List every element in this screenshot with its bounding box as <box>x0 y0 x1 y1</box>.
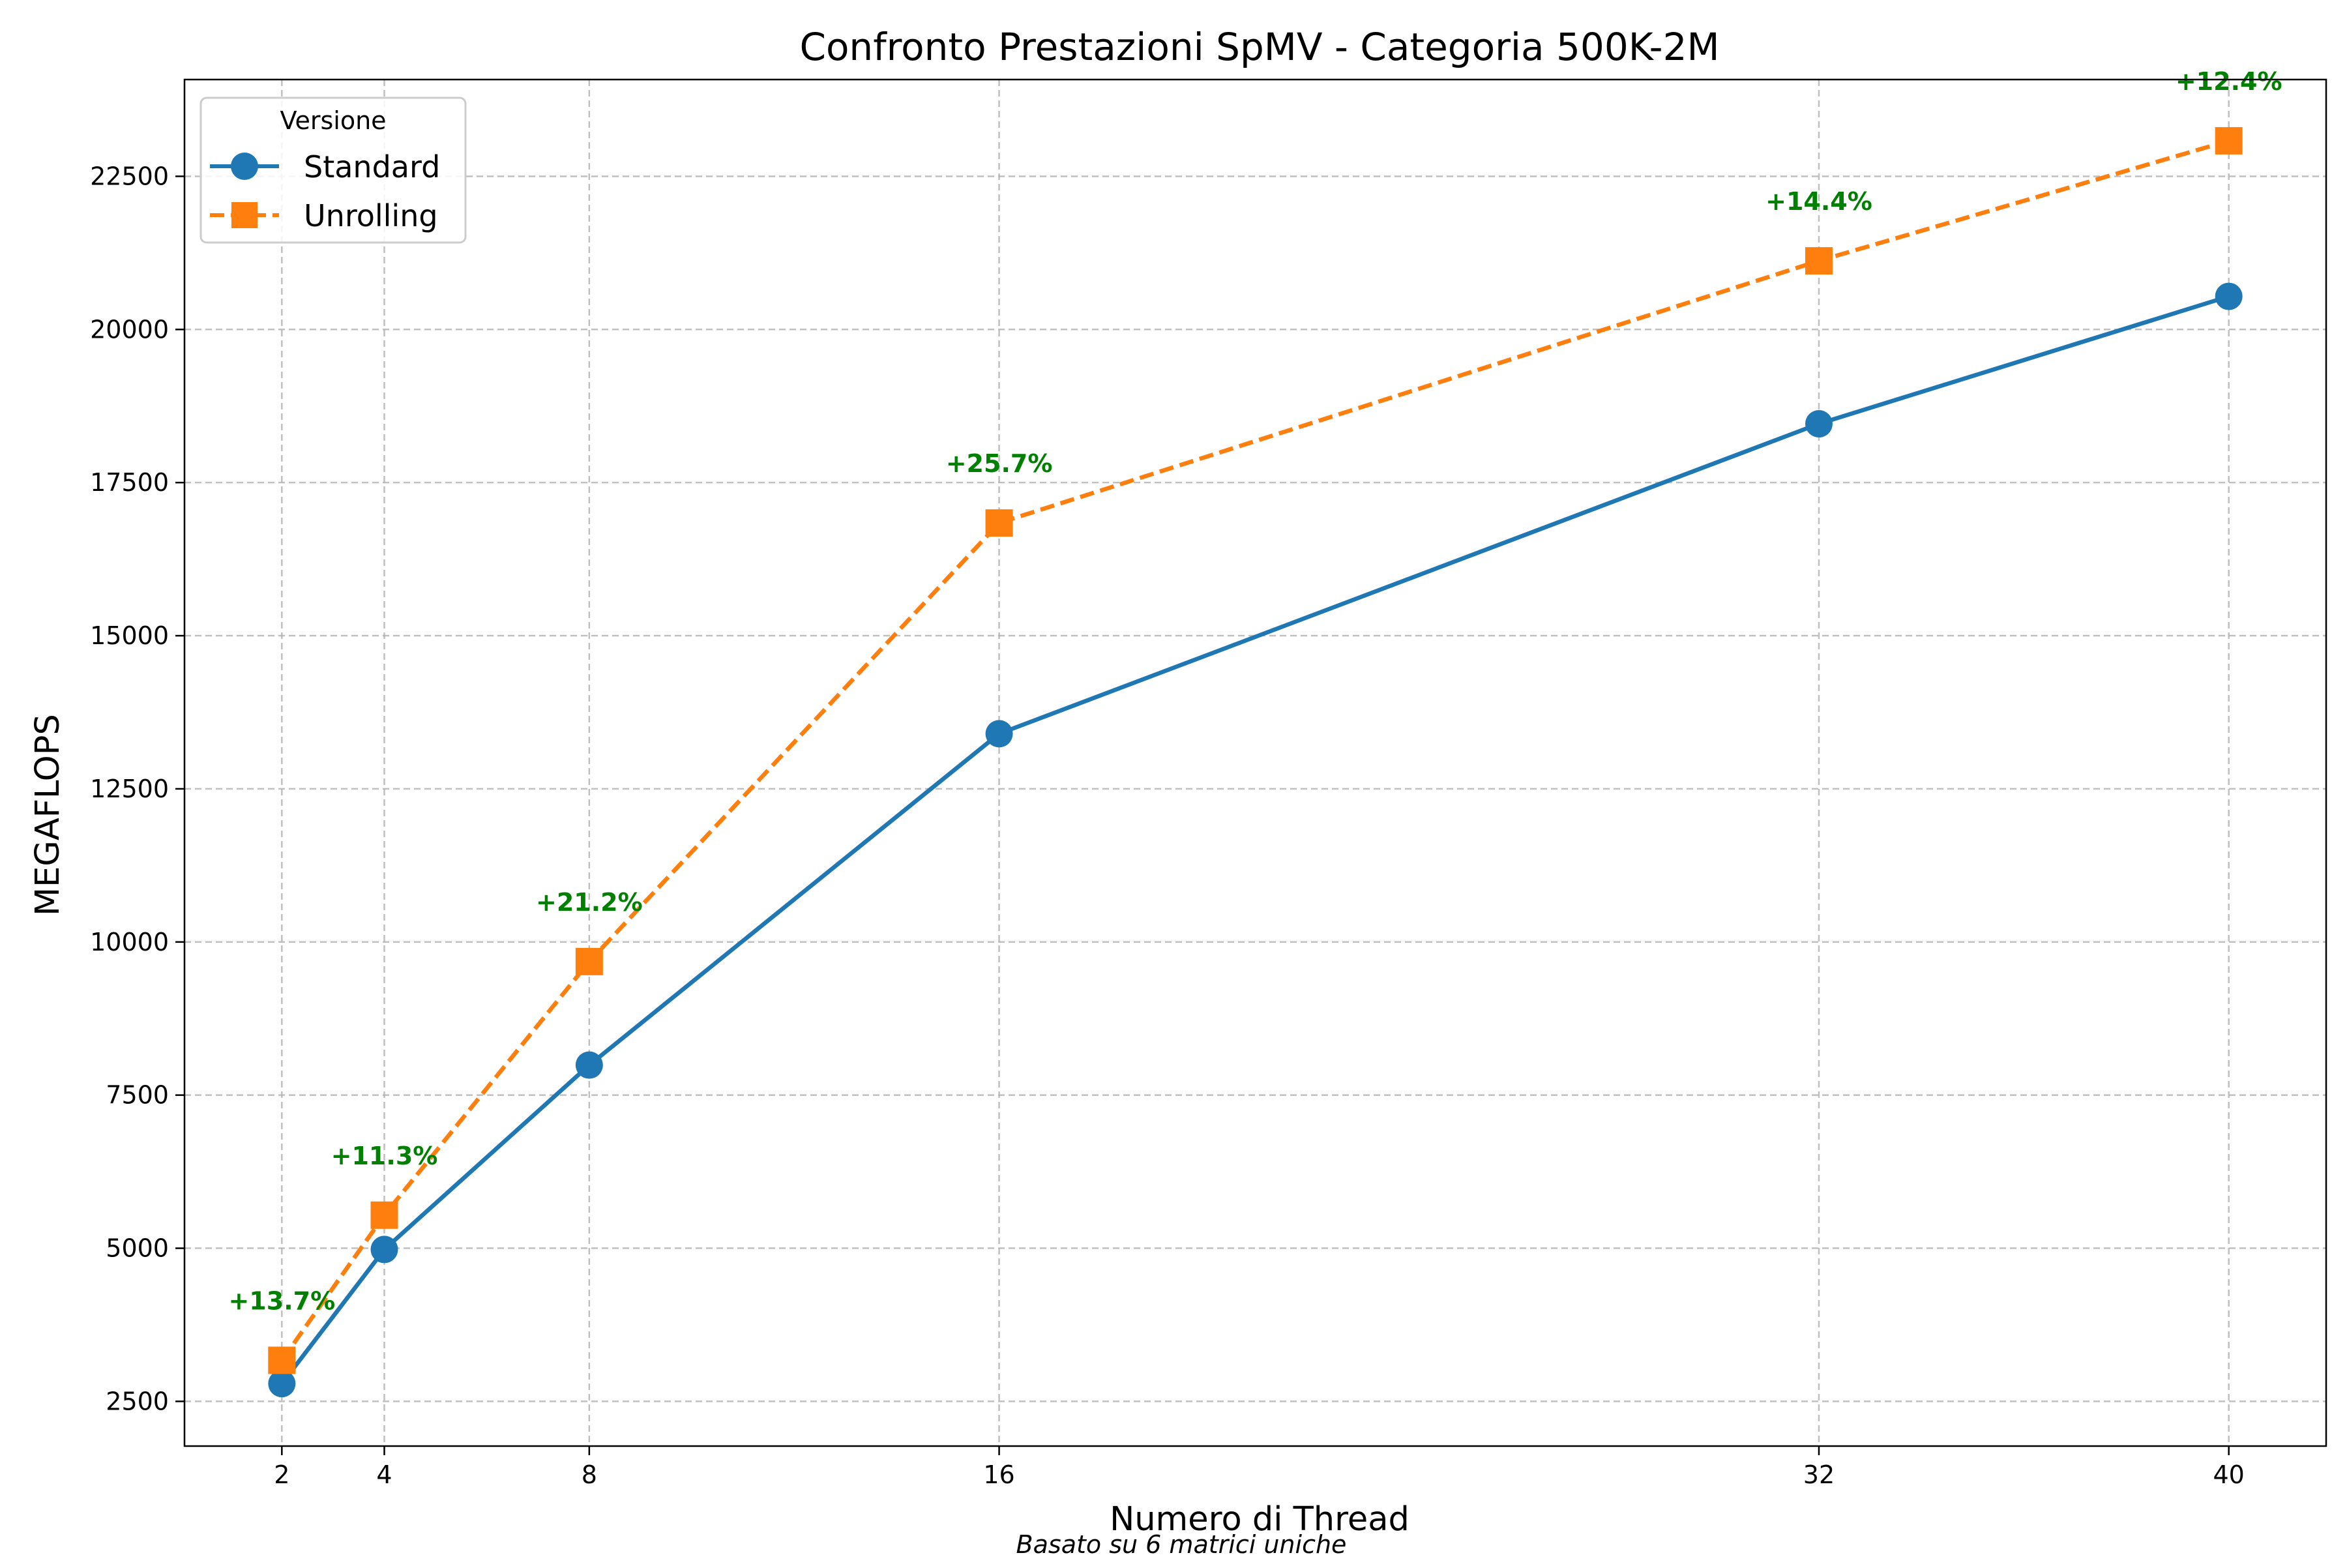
legend-standard-marker <box>231 153 258 180</box>
x-tick-label: 4 <box>376 1460 392 1489</box>
data-point-standard <box>370 1235 398 1264</box>
legend-standard-label: Standard <box>304 149 440 185</box>
data-point-standard <box>575 1051 603 1079</box>
data-point-standard <box>1805 409 1833 437</box>
data-point-unrolling <box>2215 126 2243 155</box>
improvement-label: +14.4% <box>1765 187 1872 216</box>
series-layer <box>268 126 2243 1398</box>
improvement-label: +21.2% <box>536 888 643 917</box>
y-tick-label: 15000 <box>90 621 169 650</box>
plot-frame <box>183 78 2327 1447</box>
y-tick-label: 10000 <box>90 928 169 956</box>
data-point-standard <box>2215 282 2243 310</box>
y-tick-label: 5000 <box>106 1234 169 1263</box>
legend-title: Versione <box>280 106 386 135</box>
improvement-label: +12.4% <box>2176 67 2282 96</box>
data-point-unrolling <box>1805 247 1833 275</box>
legend-item-standard: Standard <box>210 149 440 185</box>
x-tick-label: 32 <box>1803 1460 1835 1489</box>
legend-unrolling-marker <box>231 202 258 228</box>
x-axis-label: Numero di Thread <box>1110 1500 1410 1539</box>
improvement-label: +13.7% <box>228 1286 335 1315</box>
legend-item-unrolling: Unrolling <box>210 198 438 233</box>
series-line-standard <box>280 294 2230 1385</box>
chart-title: Confronto Prestazioni SpMV - Categoria 5… <box>799 25 1719 69</box>
y-tick-label: 2500 <box>106 1387 169 1415</box>
grid-layer <box>185 80 2326 1446</box>
legend-box <box>199 96 467 244</box>
y-tick-label: 20000 <box>90 315 169 344</box>
y-tick-label: 22500 <box>90 162 169 190</box>
y-tick-label: 17500 <box>90 468 169 497</box>
data-point-standard <box>268 1370 296 1398</box>
x-tick-label: 40 <box>2213 1460 2245 1489</box>
x-tick-label: 16 <box>983 1460 1014 1489</box>
legend: Versione Standard Unrolling <box>199 96 467 244</box>
data-point-unrolling <box>985 509 1013 537</box>
data-point-unrolling <box>268 1346 296 1374</box>
footnote: Basato su 6 matrici uniche <box>1016 1530 1347 1559</box>
x-tick-label: 8 <box>582 1460 597 1489</box>
y-tick-label: 12500 <box>90 775 169 803</box>
y-axis-label: MEGAFLOPS <box>29 714 67 916</box>
axis-layer: 2 4 8 16 32 40 2500 5000 7500 10000 12500 15000 1750… <box>90 78 2327 1489</box>
improvement-label: +11.3% <box>331 1142 438 1170</box>
improvement-label: +25.7% <box>946 449 1053 478</box>
series-line-unrolling <box>280 138 2230 1362</box>
data-point-standard <box>985 720 1013 748</box>
legend-unrolling-label: Unrolling <box>304 198 438 233</box>
data-point-unrolling <box>370 1201 398 1229</box>
x-tick-label: 2 <box>274 1460 289 1489</box>
y-tick-label: 7500 <box>106 1081 169 1110</box>
data-point-unrolling <box>575 947 603 975</box>
annotation-layer: +13.7% +11.3% +21.2% +25.7% +14.4% +12.4% <box>228 67 2282 1316</box>
